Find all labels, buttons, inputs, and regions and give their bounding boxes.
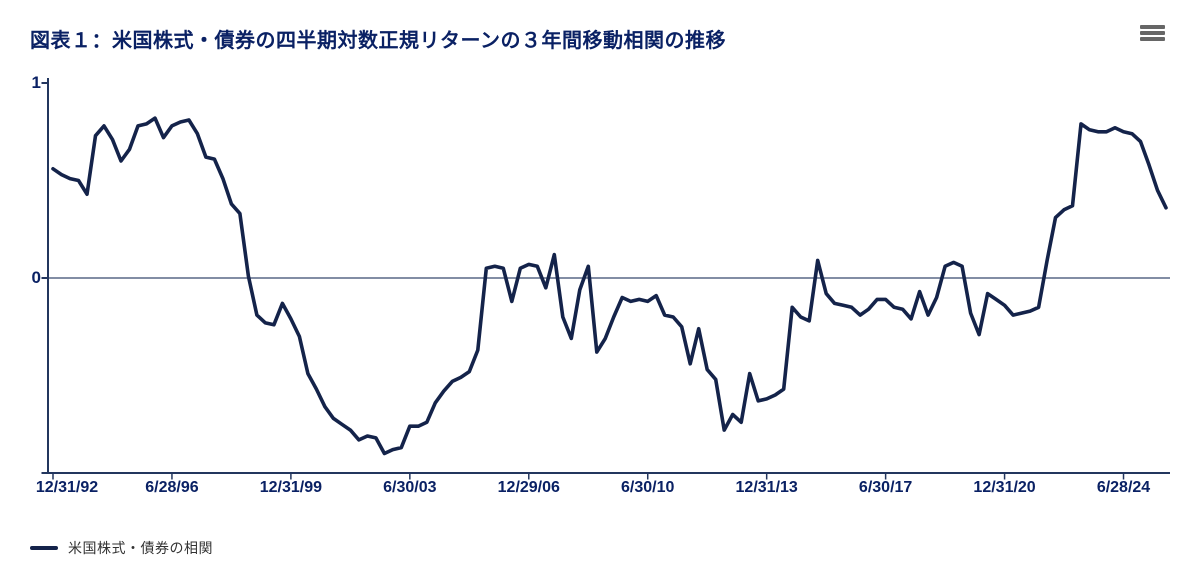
hamburger-bar [1140,25,1165,29]
x-axis-label: 12/31/99 [259,479,323,496]
context-menu-button[interactable] [1138,20,1168,46]
legend-item-label: 米国株式・債券の相関 [68,540,213,556]
y-axis-label: 1 [31,73,41,92]
x-axis-label: 6/28/24 [1096,479,1151,496]
x-axis-label: 6/28/96 [145,479,199,496]
chart-title: 図表１：米国株式・債券の四半期対数正規リターンの３年間移動相関の推移 [30,30,726,52]
x-axis-label: 12/31/20 [973,479,1036,496]
x-axis-label: 12/31/13 [735,479,798,496]
hamburger-bar [1140,37,1165,41]
x-axis-label: 6/30/17 [858,479,913,496]
x-axis-label: 12/31/92 [35,479,99,496]
series-line-us-stock-bond-correlation [51,116,1168,456]
hamburger-bar [1140,31,1165,35]
legend: 米国株式・債券の相関 [30,538,213,558]
legend-line-swatch-icon [30,546,58,550]
y-axis-label: 0 [31,268,41,287]
x-axis-label: 6/30/10 [621,479,675,496]
legend-item-us-stock-bond-correlation[interactable]: 米国株式・債券の相関 [30,538,213,558]
x-axis-label: 6/30/03 [383,479,437,496]
x-axis-label: 12/29/06 [497,479,560,496]
